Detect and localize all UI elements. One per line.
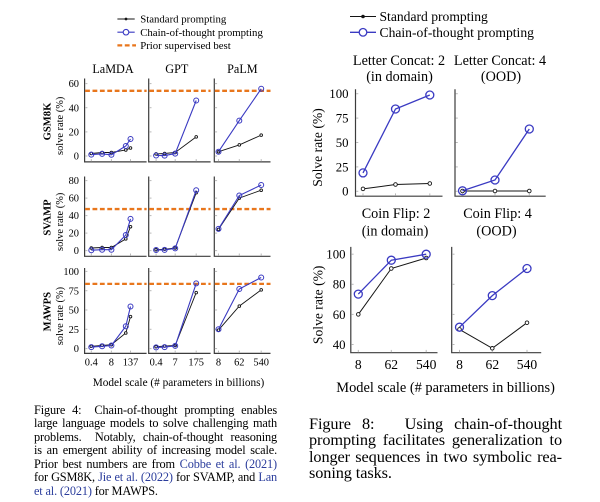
svg-text:20: 20 bbox=[69, 127, 79, 138]
svg-text:50: 50 bbox=[336, 136, 349, 150]
svg-text:8: 8 bbox=[456, 357, 463, 372]
svg-text:8: 8 bbox=[216, 357, 221, 368]
svg-text:0: 0 bbox=[74, 246, 79, 257]
svg-text:(in domain): (in domain) bbox=[366, 69, 433, 85]
svg-text:0.4: 0.4 bbox=[85, 357, 99, 368]
svg-text:50: 50 bbox=[69, 306, 79, 317]
svg-text:0: 0 bbox=[74, 152, 79, 163]
svg-text:100: 100 bbox=[63, 267, 79, 278]
svg-text:40: 40 bbox=[333, 338, 346, 352]
svg-text:60: 60 bbox=[333, 308, 346, 322]
svg-text:80: 80 bbox=[69, 176, 79, 187]
svg-text:Prior supervised best: Prior supervised best bbox=[140, 40, 231, 52]
svg-text:8: 8 bbox=[109, 357, 114, 368]
svg-text:Letter Concat: 4: Letter Concat: 4 bbox=[454, 53, 546, 69]
svg-text:(OOD): (OOD) bbox=[476, 224, 516, 240]
svg-text:(in domain): (in domain) bbox=[362, 224, 429, 240]
svg-text:solve rate (%): solve rate (%) bbox=[55, 193, 66, 251]
svg-text:Model scale (# parameters in b: Model scale (# parameters in billions) bbox=[93, 377, 265, 389]
svg-text:25: 25 bbox=[69, 325, 79, 336]
svg-text:8: 8 bbox=[355, 357, 362, 372]
svg-text:100: 100 bbox=[329, 87, 348, 101]
svg-text:7: 7 bbox=[173, 357, 178, 368]
svg-text:LaMDA: LaMDA bbox=[92, 62, 133, 76]
svg-text:20: 20 bbox=[69, 229, 79, 240]
svg-text:80: 80 bbox=[333, 278, 346, 292]
svg-text:Standard prompting: Standard prompting bbox=[140, 14, 227, 26]
svg-text:540: 540 bbox=[416, 357, 437, 372]
svg-text:PaLM: PaLM bbox=[227, 62, 258, 76]
svg-text:Coin Flip: 4: Coin Flip: 4 bbox=[463, 206, 532, 222]
svg-text:Chain-of-thought prompting: Chain-of-thought prompting bbox=[380, 25, 535, 40]
svg-text:0.4: 0.4 bbox=[150, 357, 164, 368]
svg-text:75: 75 bbox=[336, 112, 349, 126]
svg-text:60: 60 bbox=[69, 79, 79, 90]
svg-text:Solve rate (%): Solve rate (%) bbox=[310, 108, 326, 187]
svg-text:540: 540 bbox=[517, 357, 538, 372]
svg-text:40: 40 bbox=[69, 103, 79, 114]
svg-text:540: 540 bbox=[253, 357, 269, 368]
svg-text:62: 62 bbox=[486, 357, 500, 372]
svg-text:0: 0 bbox=[342, 185, 348, 199]
svg-text:Model scale (# parameters in b: Model scale (# parameters in billions) bbox=[336, 380, 555, 396]
svg-text:40: 40 bbox=[69, 211, 79, 222]
svg-text:Chain-of-thought prompting: Chain-of-thought prompting bbox=[140, 27, 263, 39]
svg-text:SVAMP: SVAMP bbox=[43, 199, 54, 236]
svg-text:62: 62 bbox=[384, 357, 398, 372]
svg-text:Coin Flip: 2: Coin Flip: 2 bbox=[362, 206, 431, 222]
svg-text:Standard prompting: Standard prompting bbox=[380, 9, 489, 24]
svg-text:GPT: GPT bbox=[165, 62, 189, 76]
svg-text:60: 60 bbox=[69, 194, 79, 205]
svg-text:GSM8K: GSM8K bbox=[43, 102, 54, 140]
svg-text:175: 175 bbox=[188, 357, 204, 368]
svg-text:Letter Concat: 2: Letter Concat: 2 bbox=[353, 53, 445, 69]
svg-text:137: 137 bbox=[123, 357, 139, 368]
svg-text:MAWPS: MAWPS bbox=[43, 292, 54, 332]
svg-text:100: 100 bbox=[326, 248, 345, 262]
svg-text:62: 62 bbox=[234, 357, 244, 368]
svg-text:25: 25 bbox=[336, 160, 349, 174]
svg-text:(OOD): (OOD) bbox=[481, 69, 521, 85]
svg-text:Solve rate (%): Solve rate (%) bbox=[311, 266, 327, 345]
svg-text:0: 0 bbox=[74, 344, 79, 355]
svg-text:solve rate (%): solve rate (%) bbox=[55, 97, 66, 155]
svg-text:75: 75 bbox=[69, 286, 79, 297]
svg-text:solve rate (%): solve rate (%) bbox=[55, 287, 66, 345]
